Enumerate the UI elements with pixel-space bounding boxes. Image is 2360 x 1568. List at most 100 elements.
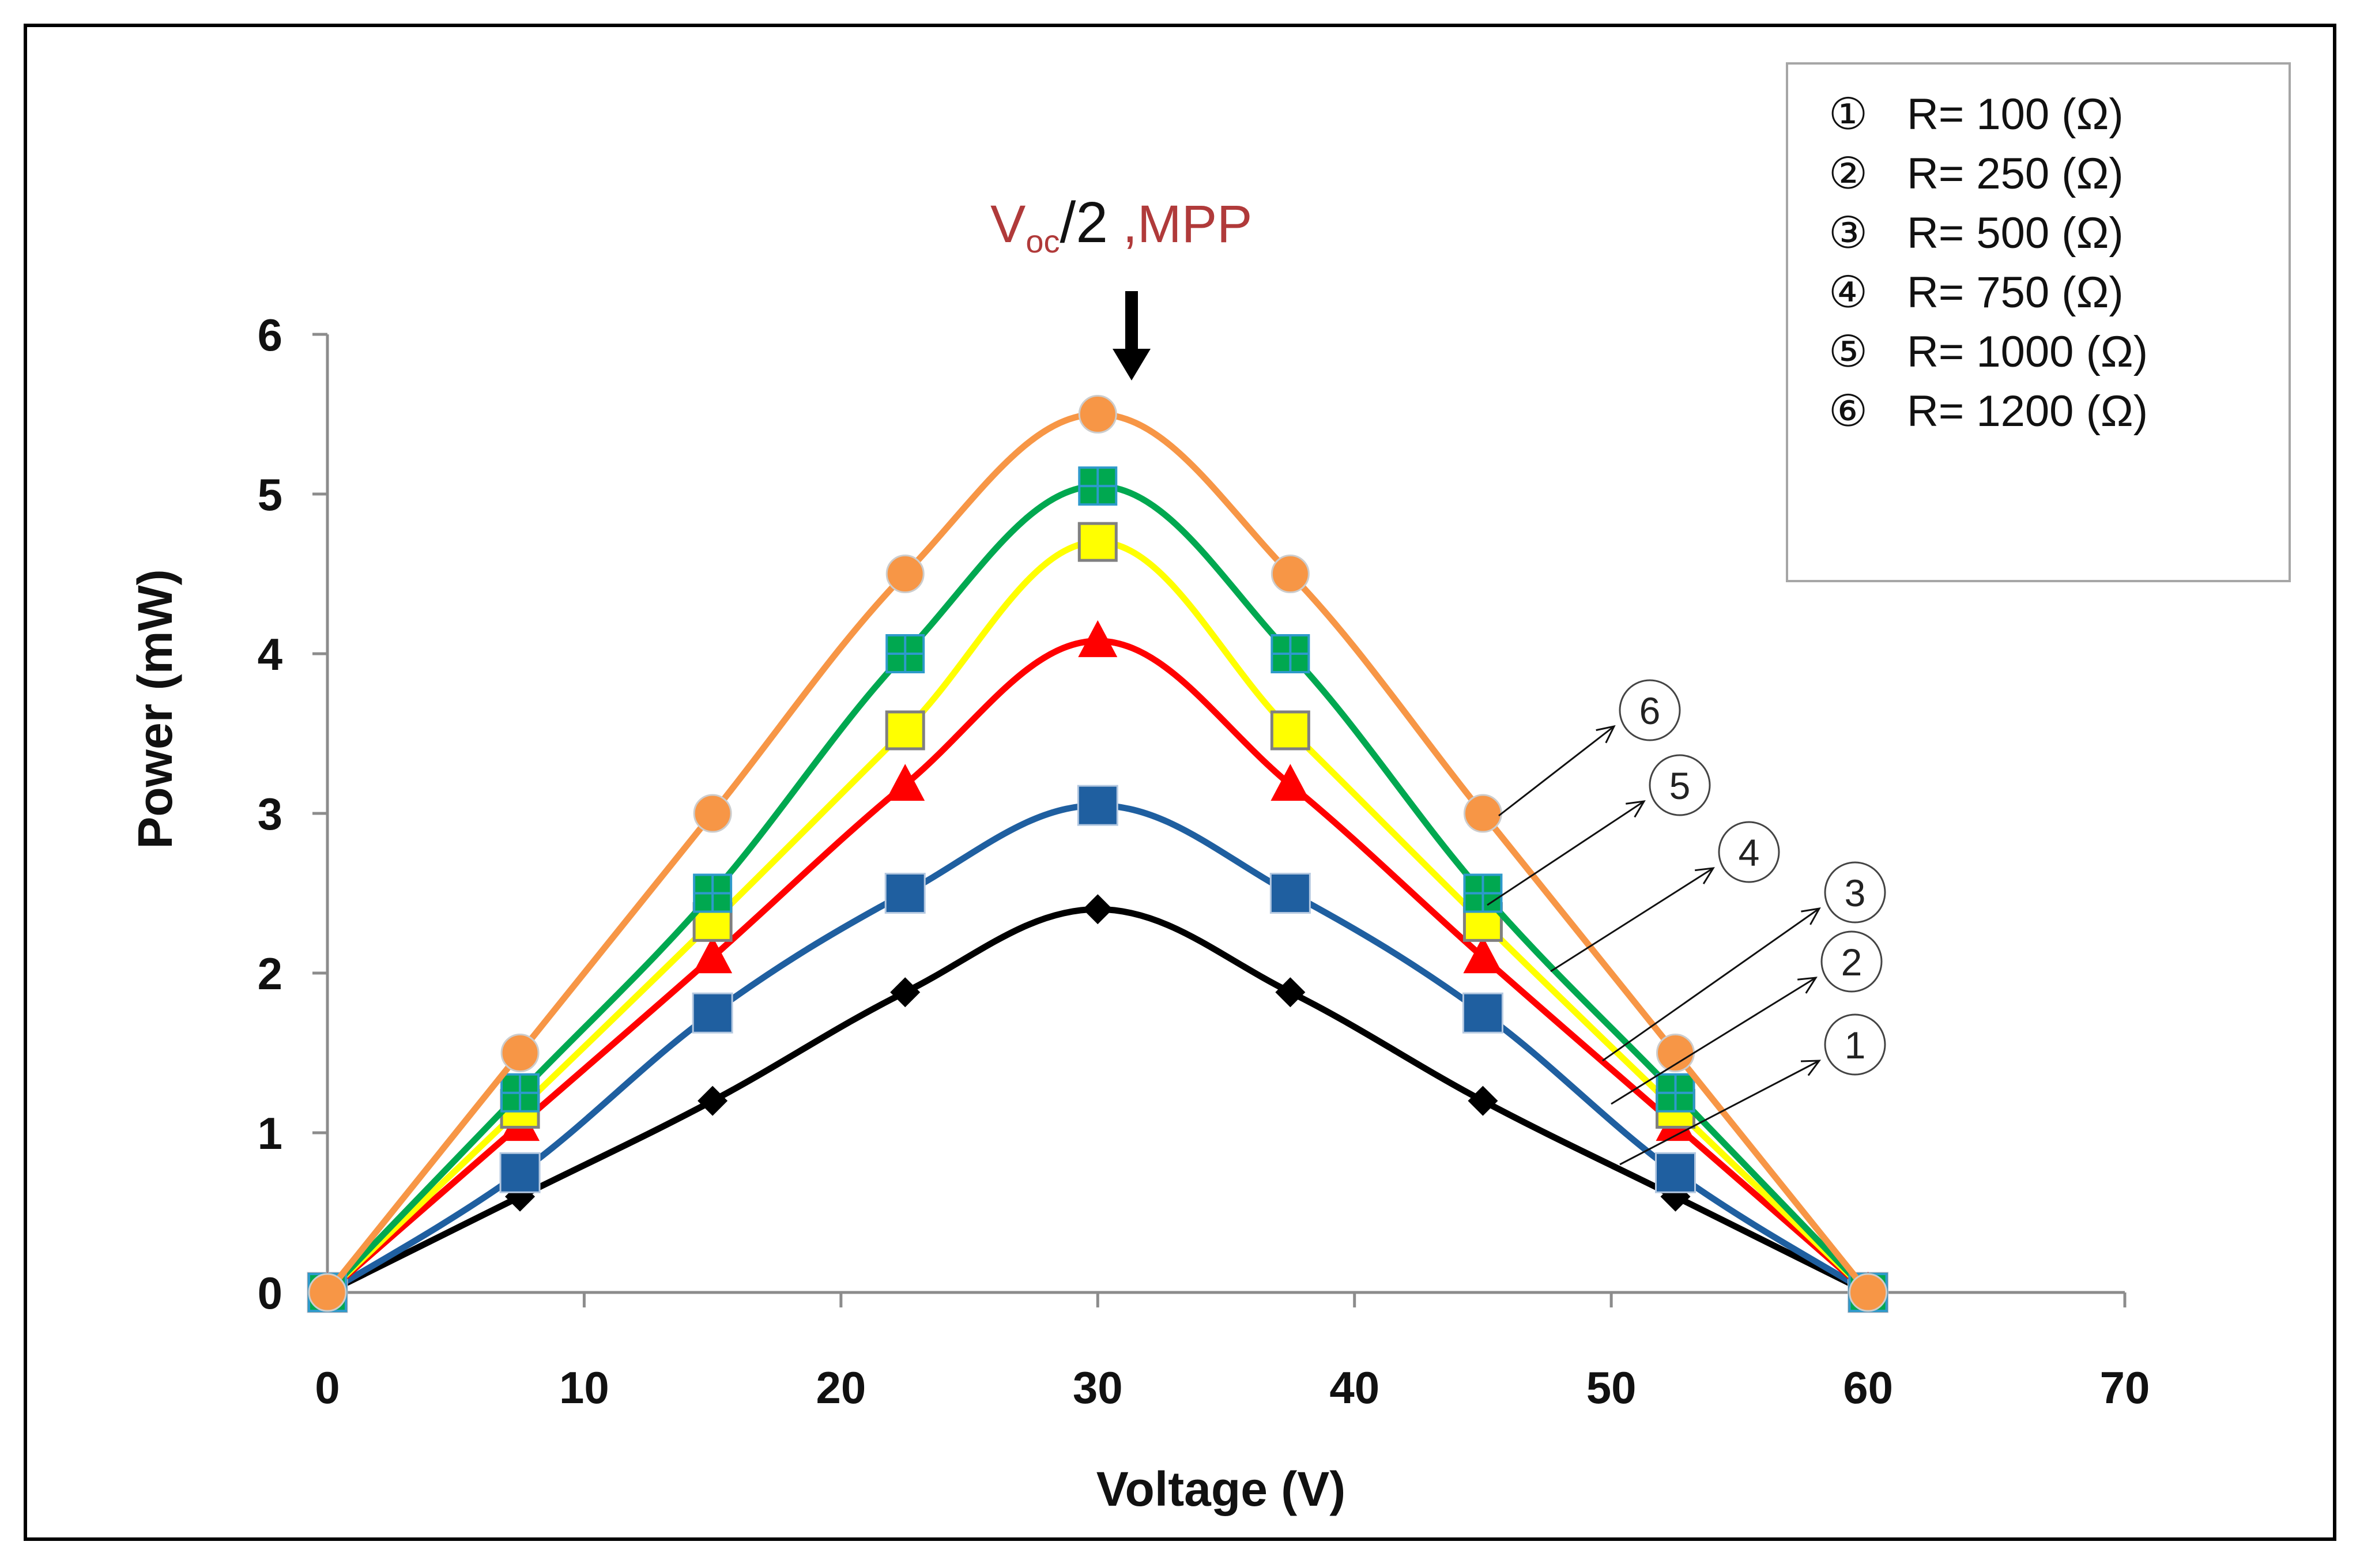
- data-point-6: [1468, 1085, 1498, 1116]
- y-tick-label: 2: [258, 948, 282, 999]
- callout-arrow: [1550, 867, 1714, 973]
- legend-item-1: ① R= 100 (Ω): [1829, 90, 2124, 139]
- callout-number: 3: [1845, 872, 1866, 914]
- mpp-arrow-head: [1113, 349, 1151, 380]
- annotation-mpp: ,MPP: [1108, 195, 1252, 254]
- annotation-voc-subscript: oc: [1026, 223, 1060, 259]
- y-tick-label: 4: [258, 629, 282, 680]
- data-point-6: [1462, 992, 1503, 1034]
- data-point-4: [1078, 620, 1118, 657]
- callout-circle: [1824, 1013, 1886, 1076]
- callout-arrowhead: [1695, 867, 1715, 884]
- legend-series-name: R= 1200 (Ω): [1907, 387, 2148, 436]
- data-point-0: [308, 1273, 347, 1312]
- callout-arrow: [1611, 977, 1816, 1105]
- callout-number: 5: [1669, 764, 1691, 807]
- x-tick-label: 20: [816, 1362, 866, 1413]
- callout-arrow: [1602, 907, 1820, 1062]
- data-point-3: [885, 634, 925, 673]
- annotation-slash-two: /2: [1060, 190, 1108, 255]
- data-point-3: [885, 764, 925, 801]
- legend: ① R= 100 (Ω) ② R= 250 (Ω) ③ R= 500 (Ω) ④ R= 750…: [1786, 62, 2291, 582]
- legend-box: [1786, 62, 2291, 582]
- legend-series-name: R= 100 (Ω): [1907, 90, 2124, 139]
- data-point-5: [1269, 873, 1311, 914]
- legend-marker-label: ③: [1829, 209, 1868, 258]
- legend-marker-label: ②: [1829, 149, 1868, 198]
- callout-number: 1: [1845, 1024, 1866, 1066]
- y-tick-label: 5: [258, 469, 282, 520]
- data-point-5: [1275, 977, 1306, 1008]
- data-point-5: [1271, 634, 1310, 673]
- data-point-5: [1271, 555, 1310, 593]
- data-point-4: [1077, 522, 1118, 562]
- data-point-3: [885, 555, 925, 593]
- data-point-4: [1078, 395, 1117, 434]
- data-point-7: [1656, 1034, 1695, 1072]
- data-point-7: [1655, 1152, 1696, 1193]
- callout-arrowhead: [1797, 977, 1818, 994]
- callout-arrowhead: [1800, 1060, 1822, 1076]
- data-point-2: [693, 794, 732, 833]
- series-callouts: 1 2 3 4 56: [1487, 679, 1886, 1166]
- legend-item-5: ⑤ R= 1000 (Ω): [1829, 327, 2148, 376]
- callout-6: 6: [1498, 679, 1681, 817]
- legend-item-6: ⑥ R= 1200 (Ω): [1829, 387, 2148, 436]
- legend-item-4: ④ R= 750 (Ω): [1829, 268, 2124, 317]
- data-point-4: [1078, 466, 1118, 506]
- x-tick-label: 0: [315, 1362, 340, 1413]
- data-point-5: [1271, 764, 1310, 801]
- data-point-7: [1656, 1073, 1695, 1113]
- x-tick-label: 30: [1073, 1362, 1123, 1413]
- y-axis-title: Power (mW): [128, 569, 182, 849]
- callout-2: 2: [1611, 930, 1883, 1105]
- x-tick-label: 50: [1586, 1362, 1637, 1413]
- annotation-voc: V: [990, 195, 1026, 254]
- data-point-2: [693, 936, 733, 974]
- x-tick-label: 10: [559, 1362, 609, 1413]
- data-point-3: [884, 873, 926, 914]
- data-point-4: [1083, 894, 1113, 925]
- legend-marker-label: ④: [1829, 268, 1868, 317]
- legend-marker-label: ⑥: [1829, 387, 1868, 436]
- x-tick-label: 40: [1329, 1362, 1379, 1413]
- y-tick-label: 1: [258, 1108, 282, 1159]
- legend-series-name: R= 1000 (Ω): [1907, 327, 2148, 376]
- callout-arrow: [1487, 800, 1645, 906]
- callout-circle: [1824, 861, 1886, 924]
- data-point-6: [1463, 873, 1503, 913]
- x-tick-label: 60: [1843, 1362, 1893, 1413]
- callout-number: 4: [1739, 831, 1760, 874]
- x-axis-title: Voltage (V): [1096, 1462, 1345, 1516]
- callout-circle: [1619, 679, 1681, 741]
- legend-marker-label: ①: [1829, 90, 1868, 139]
- legend-series-name: R= 500 (Ω): [1907, 209, 2124, 258]
- y-tick-label: 0: [258, 1268, 282, 1318]
- callout-3: 3: [1602, 861, 1886, 1062]
- data-point-1: [499, 1152, 541, 1193]
- mpp-annotation: Voc/2 ,MPP: [990, 190, 1252, 380]
- data-point-2: [692, 992, 733, 1034]
- y-tick-label: 3: [258, 789, 282, 839]
- data-point-2: [698, 1085, 728, 1116]
- series-layer: [307, 395, 1889, 1313]
- legend-marker-label: ⑤: [1829, 327, 1868, 376]
- callout-circle: [1718, 821, 1780, 883]
- legend-series-name: R= 750 (Ω): [1907, 268, 2124, 317]
- data-point-5: [1270, 710, 1310, 751]
- callout-5: 5: [1487, 754, 1711, 906]
- data-point-3: [890, 977, 921, 1008]
- callout-4: 4: [1550, 821, 1780, 973]
- legend-item-3: ③ R= 500 (Ω): [1829, 209, 2124, 258]
- callout-circle: [1820, 930, 1883, 993]
- callout-arrow: [1619, 1060, 1820, 1166]
- x-tick-label: 70: [2100, 1362, 2150, 1413]
- callout-1: 1: [1619, 1013, 1886, 1166]
- data-point-6: [1463, 794, 1502, 833]
- callout-arrowhead: [1596, 725, 1616, 744]
- callout-circle: [1649, 754, 1711, 816]
- data-point-8: [1849, 1273, 1888, 1312]
